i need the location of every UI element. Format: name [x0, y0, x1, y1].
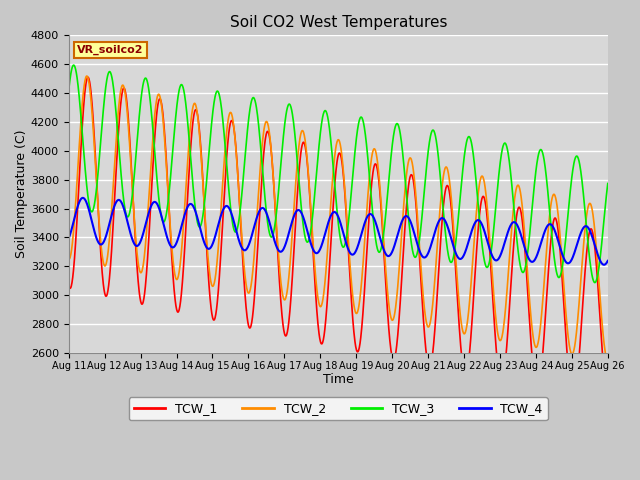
TCW_2 — [294, 154, 301, 160]
TCW_4 — [315, 249, 323, 254]
TCW_3 — [604, 180, 612, 186]
TCW_4 — [65, 235, 72, 241]
Legend: TCW_1, TCW_2, TCW_3, TCW_4: TCW_1, TCW_2, TCW_3, TCW_4 — [129, 397, 548, 420]
Line: TCW_1: TCW_1 — [68, 77, 608, 405]
TCW_2 — [305, 179, 313, 184]
TCW_3 — [70, 62, 77, 68]
TCW_2 — [65, 256, 72, 262]
TCW_2 — [604, 358, 612, 364]
TCW_2 — [107, 218, 115, 224]
Text: VR_soilco2: VR_soilco2 — [77, 45, 143, 55]
TCW_1 — [372, 161, 380, 167]
Y-axis label: Soil Temperature (C): Soil Temperature (C) — [15, 130, 28, 258]
TCW_3 — [305, 237, 313, 242]
TCW_4 — [305, 234, 313, 240]
TCW_2 — [315, 299, 323, 305]
TCW_4 — [79, 195, 86, 201]
TCW_1 — [294, 185, 301, 191]
Line: TCW_2: TCW_2 — [68, 76, 608, 361]
TCW_3 — [372, 238, 380, 244]
TCW_4 — [129, 238, 136, 243]
TCW_1 — [315, 328, 323, 334]
TCW_1 — [129, 190, 136, 196]
TCW_1 — [84, 74, 92, 80]
TCW_3 — [591, 280, 598, 286]
TCW_1 — [604, 402, 612, 408]
TCW_4 — [604, 258, 612, 264]
TCW_4 — [107, 216, 115, 221]
TCW_3 — [107, 71, 115, 76]
Title: Soil CO2 West Temperatures: Soil CO2 West Temperatures — [230, 15, 447, 30]
TCW_1 — [305, 180, 313, 186]
TCW_2 — [83, 73, 91, 79]
TCW_3 — [315, 146, 323, 152]
Line: TCW_3: TCW_3 — [68, 65, 608, 283]
TCW_4 — [294, 207, 301, 213]
TCW_3 — [65, 87, 72, 93]
TCW_4 — [600, 262, 608, 268]
TCW_2 — [372, 149, 380, 155]
TCW_1 — [65, 282, 72, 288]
TCW_2 — [129, 192, 136, 198]
X-axis label: Time: Time — [323, 373, 354, 386]
TCW_4 — [372, 220, 380, 226]
Line: TCW_4: TCW_4 — [68, 198, 608, 265]
TCW_3 — [294, 164, 301, 170]
TCW_3 — [129, 188, 136, 194]
TCW_1 — [107, 259, 115, 264]
